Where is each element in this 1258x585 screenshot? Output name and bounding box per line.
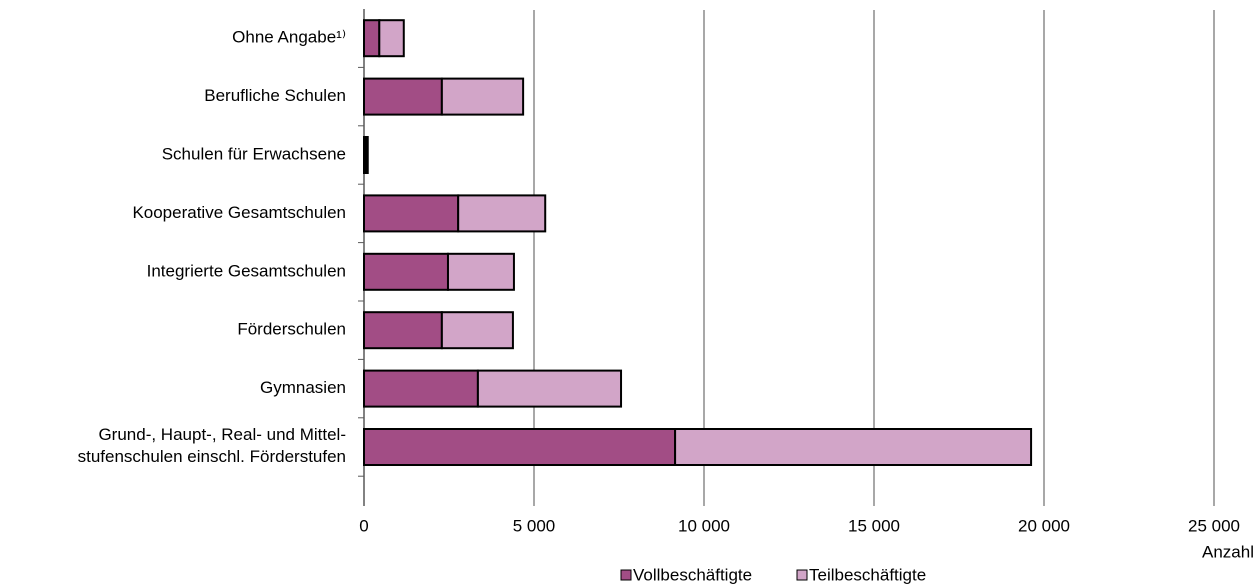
legend-label: Vollbeschäftigte bbox=[633, 565, 752, 584]
bar bbox=[363, 77, 443, 116]
bar bbox=[363, 369, 479, 408]
y-tick-label: Schulen für Erwachsene bbox=[162, 144, 346, 163]
bar bbox=[446, 252, 515, 291]
bar bbox=[440, 77, 525, 116]
y-tick-label: Berufliche Schulen bbox=[204, 86, 346, 105]
legend-swatch bbox=[796, 569, 808, 581]
bar bbox=[363, 194, 460, 233]
x-tick-label: 0 bbox=[359, 516, 368, 535]
bar bbox=[476, 369, 623, 408]
bar bbox=[363, 252, 449, 291]
y-tick-label: Grund-, Haupt-, Real- und Mittel-stufens… bbox=[78, 425, 346, 466]
legend-label: Teilbeschäftigte bbox=[809, 565, 926, 584]
bar bbox=[440, 311, 514, 350]
x-axis-label: Anzahl bbox=[1202, 542, 1254, 561]
y-tick-label: Gymnasien bbox=[260, 378, 346, 397]
x-tick-label: 20 000 bbox=[1018, 516, 1070, 535]
x-tick-label: 25 000 bbox=[1188, 516, 1240, 535]
x-tick-label: 10 000 bbox=[678, 516, 730, 535]
bar bbox=[457, 194, 547, 233]
bar bbox=[365, 136, 369, 174]
y-tick-label: Kooperative Gesamtschulen bbox=[132, 203, 346, 222]
y-tick-label: Integrierte Gesamtschulen bbox=[147, 261, 346, 280]
legend-swatch bbox=[620, 569, 632, 581]
bar bbox=[363, 428, 677, 466]
y-tick-label: Förderschulen bbox=[237, 320, 346, 339]
x-tick-label: 15 000 bbox=[848, 516, 900, 535]
bar bbox=[378, 19, 405, 58]
bar bbox=[363, 19, 381, 58]
bar bbox=[674, 428, 1033, 466]
x-tick-label: 5 000 bbox=[513, 516, 556, 535]
y-tick-label: Ohne Angabe¹⁾ bbox=[232, 28, 346, 47]
bar bbox=[363, 311, 443, 350]
